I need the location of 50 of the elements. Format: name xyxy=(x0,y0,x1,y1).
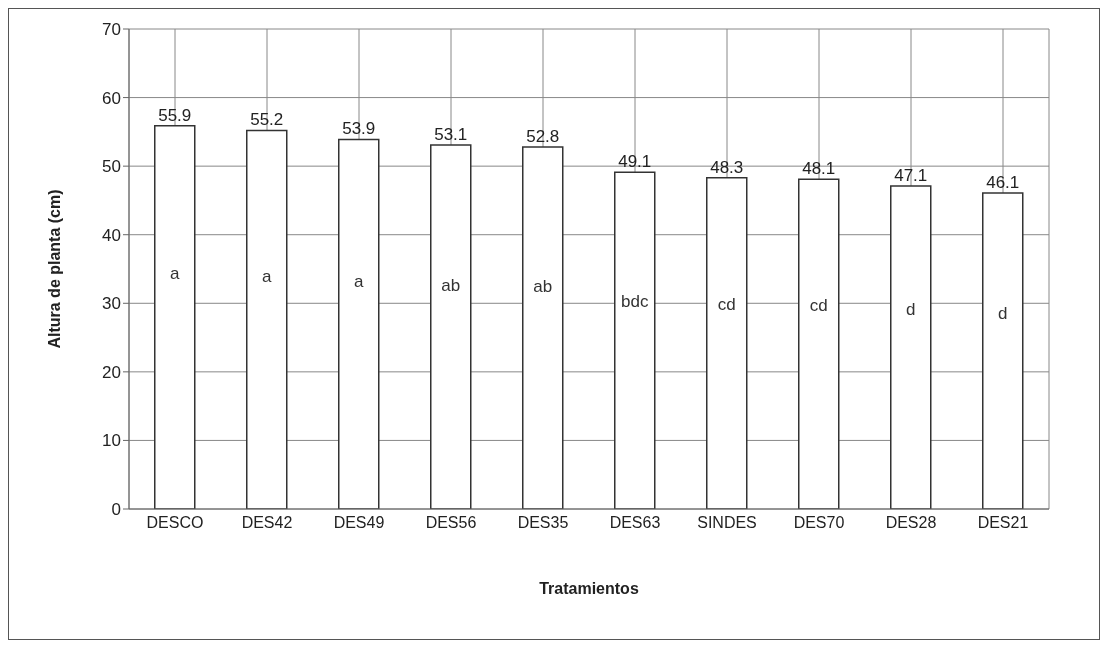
bar xyxy=(614,171,656,509)
data-label: 52.8 xyxy=(526,126,560,146)
annotation: a xyxy=(354,272,365,292)
annotation: d xyxy=(998,304,1008,324)
bar xyxy=(982,192,1024,509)
x-tick-label: DES21 xyxy=(977,514,1029,532)
data-label: 47.1 xyxy=(894,166,928,186)
y-tick-label: 60 xyxy=(102,88,121,108)
annotation: cd xyxy=(717,295,736,315)
bar xyxy=(522,146,564,509)
x-tick-label: DES70 xyxy=(793,514,845,532)
data-label: 48.3 xyxy=(710,157,744,177)
data-label: 53.1 xyxy=(434,124,468,144)
data-label: 55.9 xyxy=(158,105,192,125)
x-tick-label: DESCO xyxy=(146,514,204,532)
y-tick-label: 0 xyxy=(111,500,121,520)
annotation: ab xyxy=(533,276,553,296)
data-label: 48.1 xyxy=(802,159,836,179)
annotation: cd xyxy=(809,296,828,316)
data-label: 46.1 xyxy=(986,172,1020,192)
y-tick-label: 10 xyxy=(102,431,121,451)
bar xyxy=(154,124,196,509)
annotation: ab xyxy=(441,275,461,295)
x-tick-label: DES63 xyxy=(609,514,661,532)
bar xyxy=(338,138,380,509)
data-label: 49.1 xyxy=(618,152,652,172)
annotation: a xyxy=(262,266,273,286)
x-tick-label: DES28 xyxy=(885,514,937,532)
bar xyxy=(798,178,840,509)
x-tick-label: DES35 xyxy=(517,514,569,532)
y-tick-label: 70 xyxy=(102,20,121,40)
x-tick-label: DES56 xyxy=(425,514,477,532)
x-axis-title: Tratamientos xyxy=(539,580,639,597)
y-axis-title: Altura de planta (cm) xyxy=(45,189,63,349)
data-label: 53.9 xyxy=(342,119,376,139)
y-tick-label: 40 xyxy=(102,225,121,245)
x-tick-label: SINDES xyxy=(697,514,757,532)
annotation: a xyxy=(170,264,181,284)
bar xyxy=(706,177,748,509)
x-tick-label: DES42 xyxy=(241,514,293,532)
y-tick-label: 30 xyxy=(102,294,121,314)
bar xyxy=(246,129,288,509)
bar xyxy=(890,185,932,509)
y-tick-label: 20 xyxy=(102,362,121,382)
y-tick-label: 50 xyxy=(102,157,121,177)
annotation: bdc xyxy=(621,291,649,311)
annotation: d xyxy=(906,300,916,320)
bar xyxy=(430,144,472,509)
data-label: 55.2 xyxy=(250,110,284,130)
x-tick-label: DES49 xyxy=(333,514,385,532)
